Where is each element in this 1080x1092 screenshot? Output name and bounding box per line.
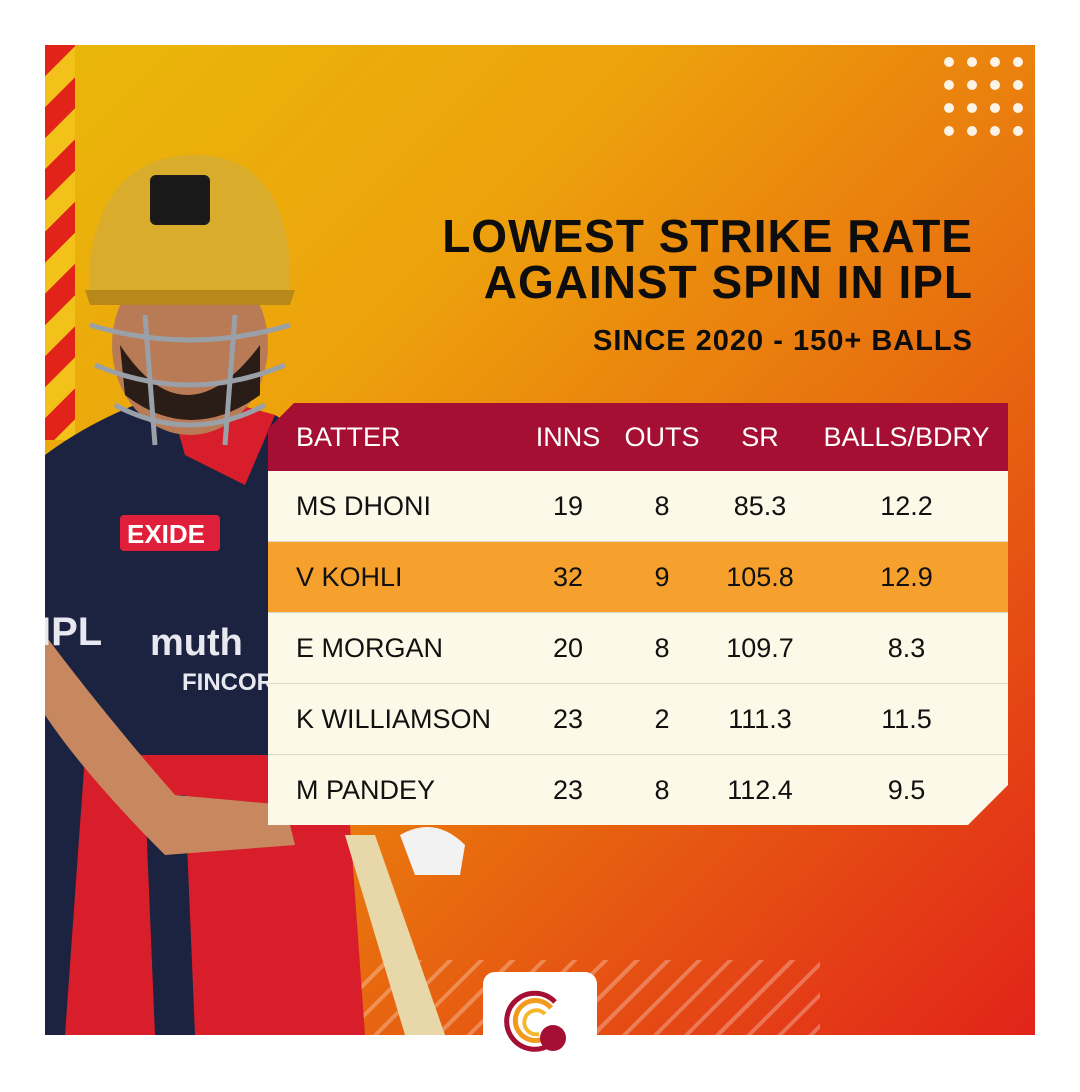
header-balls-per-boundary: BALLS/BDRY [823, 421, 990, 452]
title-line-1: LOWEST STRIKE RATE [442, 210, 973, 262]
cell-sr: 111.3 [728, 703, 792, 734]
cricket-ball-logo-icon [504, 990, 566, 1052]
cell-sr: 85.3 [733, 490, 787, 521]
cell-batter: M PANDEY [296, 774, 436, 805]
table-header: BATTER INNS OUTS SR BALLS/BDRY [268, 403, 1008, 471]
cell-balls-per-boundary: 12.2 [880, 490, 933, 521]
decorative-dot [990, 126, 1000, 136]
decorative-dot [944, 57, 954, 67]
decorative-stripes [45, 45, 75, 440]
decorative-dot [944, 80, 954, 90]
decorative-dot [967, 126, 977, 136]
infographic-card: EXIDE muth FINCORP IPL LOWEST STRIKE RAT… [45, 45, 1035, 1035]
title-line-2: AGAINST SPIN IN IPL [483, 256, 973, 308]
cell-outs: 8 [654, 490, 670, 521]
cell-sr: 105.8 [726, 561, 794, 592]
cell-batter: E MORGAN [296, 632, 444, 663]
cell-inns: 19 [552, 490, 584, 521]
table-row: K WILLIAMSON 23 2 111.3 11.5 [268, 684, 1008, 755]
table-row: V KOHLI 32 9 105.8 12.9 [268, 542, 1008, 613]
header-inns: INNS [535, 421, 601, 452]
stats-table: BATTER INNS OUTS SR BALLS/BDRY MS DHONI 1… [268, 403, 1008, 825]
brand-logo [483, 972, 597, 1092]
page-title: LOWEST STRIKE RATE AGAINST SPIN IN IPL [442, 213, 973, 305]
table-row: E MORGAN 20 8 109.7 8.3 [268, 613, 1008, 684]
cell-batter: MS DHONI [296, 490, 431, 521]
decorative-dot [944, 103, 954, 113]
cell-outs: 2 [654, 703, 670, 734]
decorative-dot [967, 57, 977, 67]
cell-balls-per-boundary: 11.5 [881, 703, 932, 734]
decorative-dot [990, 80, 1000, 90]
table-row: M PANDEY 23 8 112.4 9.5 [268, 755, 1008, 825]
cell-outs: 9 [654, 561, 670, 592]
decorative-dot [1013, 57, 1023, 67]
jersey-sponsor-text: EXIDE [127, 519, 205, 549]
cell-inns: 20 [552, 632, 584, 663]
table-row: MS DHONI 19 8 85.3 12.2 [268, 471, 1008, 542]
subtitle: SINCE 2020 - 150+ BALLS [592, 325, 973, 357]
decorative-dot [967, 103, 977, 113]
decorative-dot [1013, 80, 1023, 90]
cell-inns: 32 [552, 561, 584, 592]
cell-inns: 23 [552, 774, 584, 805]
decorative-dot [944, 126, 954, 136]
cell-sr: 109.7 [726, 632, 794, 663]
cell-balls-per-boundary: 9.5 [887, 774, 926, 805]
header-outs: OUTS [624, 421, 700, 452]
decorative-dot [990, 57, 1000, 67]
cell-balls-per-boundary: 12.9 [880, 561, 933, 592]
cell-outs: 8 [654, 774, 670, 805]
dot-grid [944, 57, 1023, 136]
cell-sr: 112.4 [727, 774, 793, 805]
cell-outs: 8 [654, 632, 670, 663]
decorative-dot [1013, 126, 1023, 136]
player-photo: EXIDE muth FINCORP IPL [45, 155, 465, 1035]
decorative-dot [967, 80, 977, 90]
jersey-ipl-text: IPL [45, 610, 102, 654]
decorative-dot [990, 103, 1000, 113]
cell-inns: 23 [552, 703, 584, 734]
header-batter: BATTER [296, 421, 401, 452]
decorative-dot [1013, 103, 1023, 113]
cell-batter: V KOHLI [296, 561, 403, 592]
cell-batter: K WILLIAMSON [296, 703, 492, 734]
header-sr: SR [741, 421, 779, 452]
jersey-sponsor-muthoot: muth [150, 622, 243, 664]
cell-balls-per-boundary: 8.3 [887, 632, 926, 663]
